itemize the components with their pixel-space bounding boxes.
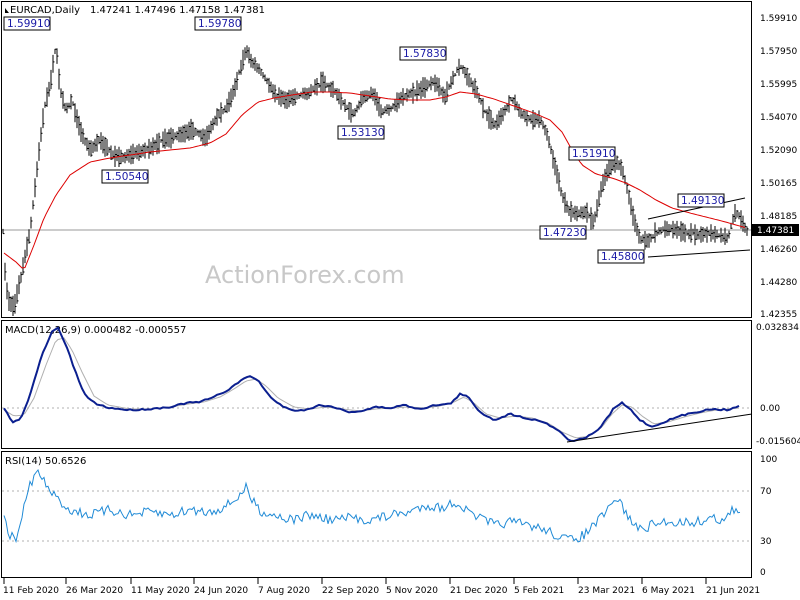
annotation-box	[677, 193, 725, 208]
rsi-header: RSI(14) 50.6526	[5, 456, 86, 467]
annotation-label: 1.50540	[105, 171, 148, 183]
time-label: 22 Sep 2020	[322, 586, 379, 596]
macd-signal-line	[3, 337, 740, 439]
price-tick: 1.46260	[760, 245, 797, 255]
annotation-box	[3, 16, 51, 31]
macd-header: MACD(12,26,9) 0.000482 -0.000557	[5, 325, 186, 336]
annotation-label: 1.59780	[198, 18, 241, 30]
symbol-label: EURCAD,Daily	[10, 5, 80, 16]
macd-main-line	[3, 326, 740, 443]
price-tick: 1.54070	[760, 113, 797, 123]
price-tick: 1.50165	[760, 179, 797, 189]
annotation-label: 1.59910	[7, 18, 50, 30]
price-tick: 1.57950	[760, 47, 797, 57]
time-label: 6 May 2021	[642, 586, 695, 596]
rsi-tick: 30	[760, 537, 772, 547]
time-label: 21 Jun 2021	[706, 586, 760, 596]
time-label: 7 Aug 2020	[258, 586, 310, 596]
moving-average-line	[3, 91, 746, 269]
current-price-box	[752, 224, 799, 236]
macd-tick: -0.015604	[756, 437, 800, 447]
annotation-box	[597, 249, 645, 264]
annotation-box	[101, 169, 149, 184]
price-tick: 1.52090	[760, 146, 797, 156]
price-axis: 1.59910 1.57950 1.55995 1.54070 1.52090 …	[760, 14, 797, 320]
price-annotations: 1.59910 1.59780 1.57830 1.53130 1.50540 …	[3, 16, 725, 264]
current-price-label: 1.47381	[757, 226, 794, 236]
macd-trendline	[566, 413, 753, 443]
price-panel-frame	[1, 1, 752, 318]
ohlc-label: 1.47241 1.47496 1.47158 1.47381	[90, 5, 265, 16]
price-tick: 1.44280	[760, 278, 797, 288]
macd-tick: 0.032834	[756, 323, 799, 333]
time-axis: 11 Feb 2020 26 Mar 2020 11 May 2020 24 J…	[3, 578, 760, 596]
price-header: EURCAD,Daily 1.47241 1.47496 1.47158 1.4…	[5, 5, 265, 16]
rsi-axis: 100 70 30 0	[760, 455, 777, 578]
macd-panel-frame	[1, 320, 752, 449]
rsi-tick: 70	[760, 487, 772, 497]
price-tick: 1.42355	[760, 310, 797, 320]
price-tick: 1.59910	[760, 14, 797, 24]
annotation-label: 1.47230	[543, 227, 586, 239]
rsi-tick: 0	[760, 568, 766, 578]
annotation-box	[399, 46, 447, 61]
watermark: ActionForex.com	[205, 261, 405, 289]
time-label: 5 Feb 2021	[514, 586, 564, 596]
collapse-icon	[5, 8, 9, 13]
rsi-line	[3, 468, 741, 544]
time-label: 11 Feb 2020	[3, 586, 59, 596]
annotation-label: 1.51910	[572, 148, 615, 160]
annotation-box	[337, 125, 385, 140]
annotation-label: 1.57830	[403, 48, 446, 60]
wedge-lower-trendline	[647, 249, 751, 258]
time-label: 5 Nov 2020	[386, 586, 438, 596]
annotation-box	[539, 225, 587, 240]
annotation-box	[568, 146, 616, 161]
macd-axis: 0.032834 0.00 -0.015604	[756, 323, 800, 447]
annotation-label: 1.45800	[601, 251, 644, 263]
rsi-tick: 100	[760, 455, 777, 465]
wedge-upper-trendline	[647, 197, 746, 220]
annotation-box	[194, 16, 242, 31]
price-tick: 1.48185	[760, 212, 797, 222]
time-label: 23 Mar 2021	[578, 586, 635, 596]
time-label: 24 Jun 2020	[194, 586, 248, 596]
annotation-label: 1.49130	[681, 195, 724, 207]
price-bars	[2, 45, 749, 316]
time-label: 21 Dec 2020	[450, 586, 508, 596]
macd-tick: 0.00	[760, 404, 780, 414]
time-label: 11 May 2020	[131, 586, 190, 596]
annotation-label: 1.53130	[341, 127, 384, 139]
time-label: 26 Mar 2020	[66, 586, 123, 596]
rsi-panel-frame	[1, 451, 752, 578]
price-tick: 1.55995	[760, 80, 797, 90]
